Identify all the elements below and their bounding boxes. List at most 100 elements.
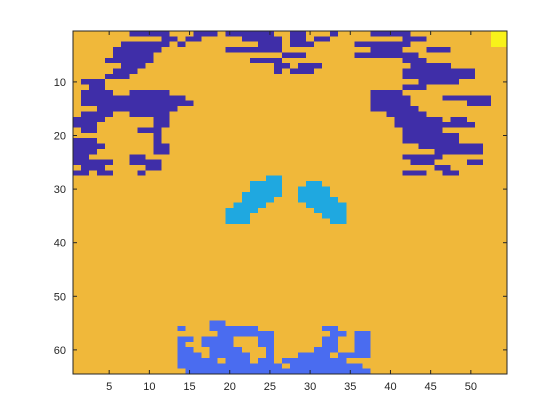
heatmap-cell-class-0 bbox=[442, 95, 467, 101]
heatmap-cell-class-1 bbox=[338, 352, 371, 358]
heatmap-cell-class-0 bbox=[370, 89, 403, 96]
heatmap-cell-class-0 bbox=[314, 36, 331, 42]
heatmap-cell-class-0 bbox=[121, 63, 146, 69]
heatmap-cell-class-0 bbox=[290, 31, 307, 37]
heatmap-cell-class-1 bbox=[322, 341, 339, 348]
heatmap-cell-class-0 bbox=[402, 57, 427, 64]
heatmap-cell-class-0 bbox=[442, 170, 459, 176]
heatmap-cell-class-0 bbox=[153, 148, 170, 155]
heatmap-cell-class-0 bbox=[410, 84, 427, 90]
heatmap-cell-class-0 bbox=[145, 164, 162, 171]
heatmap-cell-class-0 bbox=[73, 170, 90, 176]
heatmap-cell-class-1 bbox=[209, 320, 226, 326]
heatmap-cell-class-1 bbox=[322, 325, 339, 332]
y-tick-label: 50 bbox=[54, 291, 66, 303]
heatmap-cell-class-0 bbox=[402, 73, 475, 80]
heatmap-cell-class-3 bbox=[225, 218, 250, 224]
heatmap-cell-class-3 bbox=[241, 197, 274, 203]
heatmap-cell-class-1 bbox=[281, 368, 371, 374]
x-tick-label: 10 bbox=[143, 381, 155, 393]
heatmap-cell-class-1 bbox=[177, 352, 202, 358]
heatmap-cell-class-1 bbox=[354, 341, 371, 348]
y-axis: 10 20 30 40 50 60 bbox=[54, 77, 507, 357]
heatmap-cell-class-0 bbox=[466, 95, 491, 107]
heatmap-cell-class-0 bbox=[153, 122, 170, 128]
x-tick-label: 25 bbox=[264, 381, 276, 393]
heatmap-cell-class-1 bbox=[257, 336, 274, 342]
x-tick-label: 35 bbox=[344, 381, 356, 393]
heatmap-cell-class-0 bbox=[105, 73, 130, 80]
heatmap-cells bbox=[73, 31, 507, 374]
heatmap-cell-class-0 bbox=[402, 68, 475, 74]
heatmap-cell-class-0 bbox=[185, 36, 202, 42]
heatmap-cell-class-1 bbox=[265, 347, 274, 353]
heatmap-cell-class-0 bbox=[394, 116, 443, 123]
heatmap-cell-class-0 bbox=[129, 111, 170, 117]
heatmap-cell-class-1 bbox=[265, 352, 274, 358]
x-tick-label: 45 bbox=[425, 381, 437, 393]
y-tick-label: 20 bbox=[54, 131, 66, 143]
heatmap-cell-class-0 bbox=[370, 95, 411, 101]
heatmap-cell-class-0 bbox=[193, 31, 218, 37]
y-tick-label: 40 bbox=[54, 238, 66, 250]
heatmap-cell-class-1 bbox=[177, 363, 282, 369]
heatmap-cell-class-0 bbox=[466, 159, 483, 165]
x-tick-label: 20 bbox=[224, 381, 236, 393]
heatmap-cell-class-0 bbox=[73, 148, 98, 155]
heatmap-cell-class-0 bbox=[273, 63, 290, 69]
x-tick-label: 5 bbox=[106, 381, 112, 393]
heatmap-cell-class-0 bbox=[137, 170, 146, 176]
heatmap-cell-class-0 bbox=[73, 143, 106, 149]
heatmap-cell-class-1 bbox=[354, 347, 371, 353]
heatmap-cell-class-0 bbox=[330, 31, 339, 37]
heatmap-cell-class-0 bbox=[89, 84, 106, 90]
heatmap-cell-class-0 bbox=[233, 31, 274, 37]
heatmap-cell-class-1 bbox=[257, 341, 274, 348]
heatmap-cell-class-0 bbox=[370, 100, 411, 107]
heatmap-cell-class-0 bbox=[249, 57, 282, 64]
heatmap-cell-class-3 bbox=[265, 175, 282, 182]
heatmap-cell-class-0 bbox=[402, 170, 427, 176]
heatmap-cell-class-0 bbox=[81, 164, 106, 171]
heatmap-cell-class-0 bbox=[434, 164, 451, 171]
x-tick-label: 15 bbox=[183, 381, 195, 393]
heatmap-cell-class-0 bbox=[354, 52, 419, 58]
heatmap-cell-class-0 bbox=[153, 138, 162, 144]
heatmap-cell-class-0 bbox=[370, 106, 419, 112]
heatmap-cell-class-3 bbox=[298, 197, 339, 203]
x-tick-label: 40 bbox=[384, 381, 396, 393]
heatmap-cell-class-3 bbox=[298, 191, 331, 198]
heatmap-cell-class-0 bbox=[137, 127, 162, 133]
heatmap-cell-class-0 bbox=[153, 143, 170, 149]
heatmap-cell-class-0 bbox=[394, 122, 475, 128]
heatmap-cell-class-0 bbox=[113, 47, 162, 53]
heatmap-cell-class-3 bbox=[322, 213, 347, 219]
heatmap-cell-class-0 bbox=[290, 68, 315, 74]
heatmap-cell-class-1 bbox=[257, 357, 274, 364]
heatmap-cell-class-0 bbox=[225, 31, 242, 37]
heatmap-cell-class-0 bbox=[426, 47, 451, 53]
heatmap-cell-class-0 bbox=[81, 79, 106, 85]
heatmap-cell-class-0 bbox=[97, 106, 178, 112]
heatmap-cell-class-0 bbox=[113, 52, 154, 58]
heatmap-cell-class-3 bbox=[306, 202, 347, 208]
heatmap-cell-class-0 bbox=[113, 68, 138, 74]
heatmap-cell-class-1 bbox=[306, 357, 347, 364]
heatmap-cell-class-1 bbox=[209, 347, 242, 353]
heatmap-cell-class-0 bbox=[290, 36, 307, 42]
y-tick-label: 60 bbox=[54, 345, 66, 357]
heatmap-cell-class-0 bbox=[81, 89, 114, 96]
axes-box bbox=[72, 30, 508, 375]
heatmap-cell-class-0 bbox=[81, 127, 98, 133]
heatmap-cell-class-0 bbox=[73, 122, 98, 128]
heatmap-cell-class-0 bbox=[241, 36, 282, 42]
heatmap-cell-class-0 bbox=[410, 63, 451, 69]
y-tick-label: 30 bbox=[54, 184, 66, 196]
heatmap-cell-class-0 bbox=[450, 116, 467, 123]
heatmap-cell-class-0 bbox=[97, 170, 114, 176]
heatmap-cell-class-0 bbox=[402, 154, 443, 160]
heatmap-cell-class-0 bbox=[129, 154, 146, 160]
heatmap-cell-class-3 bbox=[241, 191, 282, 198]
heatmap-cell-class-0 bbox=[105, 57, 154, 64]
